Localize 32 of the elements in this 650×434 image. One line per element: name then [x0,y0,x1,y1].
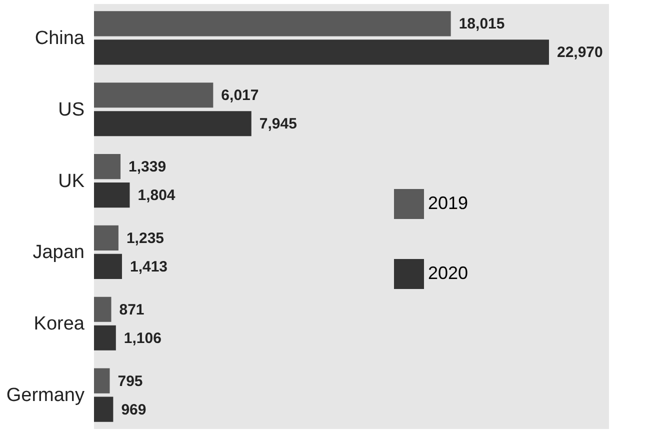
data-label: 1,235 [126,230,164,247]
bar [94,154,121,180]
data-label: 18,015 [458,16,505,33]
data-label: 969 [121,401,146,418]
bar [94,40,549,65]
legend-label: 2019 [428,193,468,213]
bar [94,325,116,350]
bar [94,254,122,279]
legend-label: 2020 [428,263,468,283]
y-tick-label: US [58,99,84,120]
data-label: 1,804 [138,187,176,204]
data-label: 6,017 [221,87,259,104]
y-tick-label: Germany [6,385,85,406]
bar [94,11,451,36]
y-tick-label: China [34,28,85,49]
data-label: 1,413 [130,258,168,276]
data-label: 22,970 [556,44,603,62]
data-label: 871 [119,301,144,318]
data-label: 7,945 [259,116,297,133]
y-tick-label: Japan [32,242,84,264]
bar [94,396,114,422]
bar [94,296,112,322]
y-tick-label: UK [58,170,85,192]
bar [94,182,130,208]
bar [94,82,214,108]
data-label: 1,339 [128,158,166,176]
data-label: 795 [118,372,143,390]
bar [94,368,110,394]
y-tick-label: Korea [34,314,85,335]
bar [94,111,252,136]
data-label: 1,106 [124,330,162,347]
bar [94,225,118,251]
